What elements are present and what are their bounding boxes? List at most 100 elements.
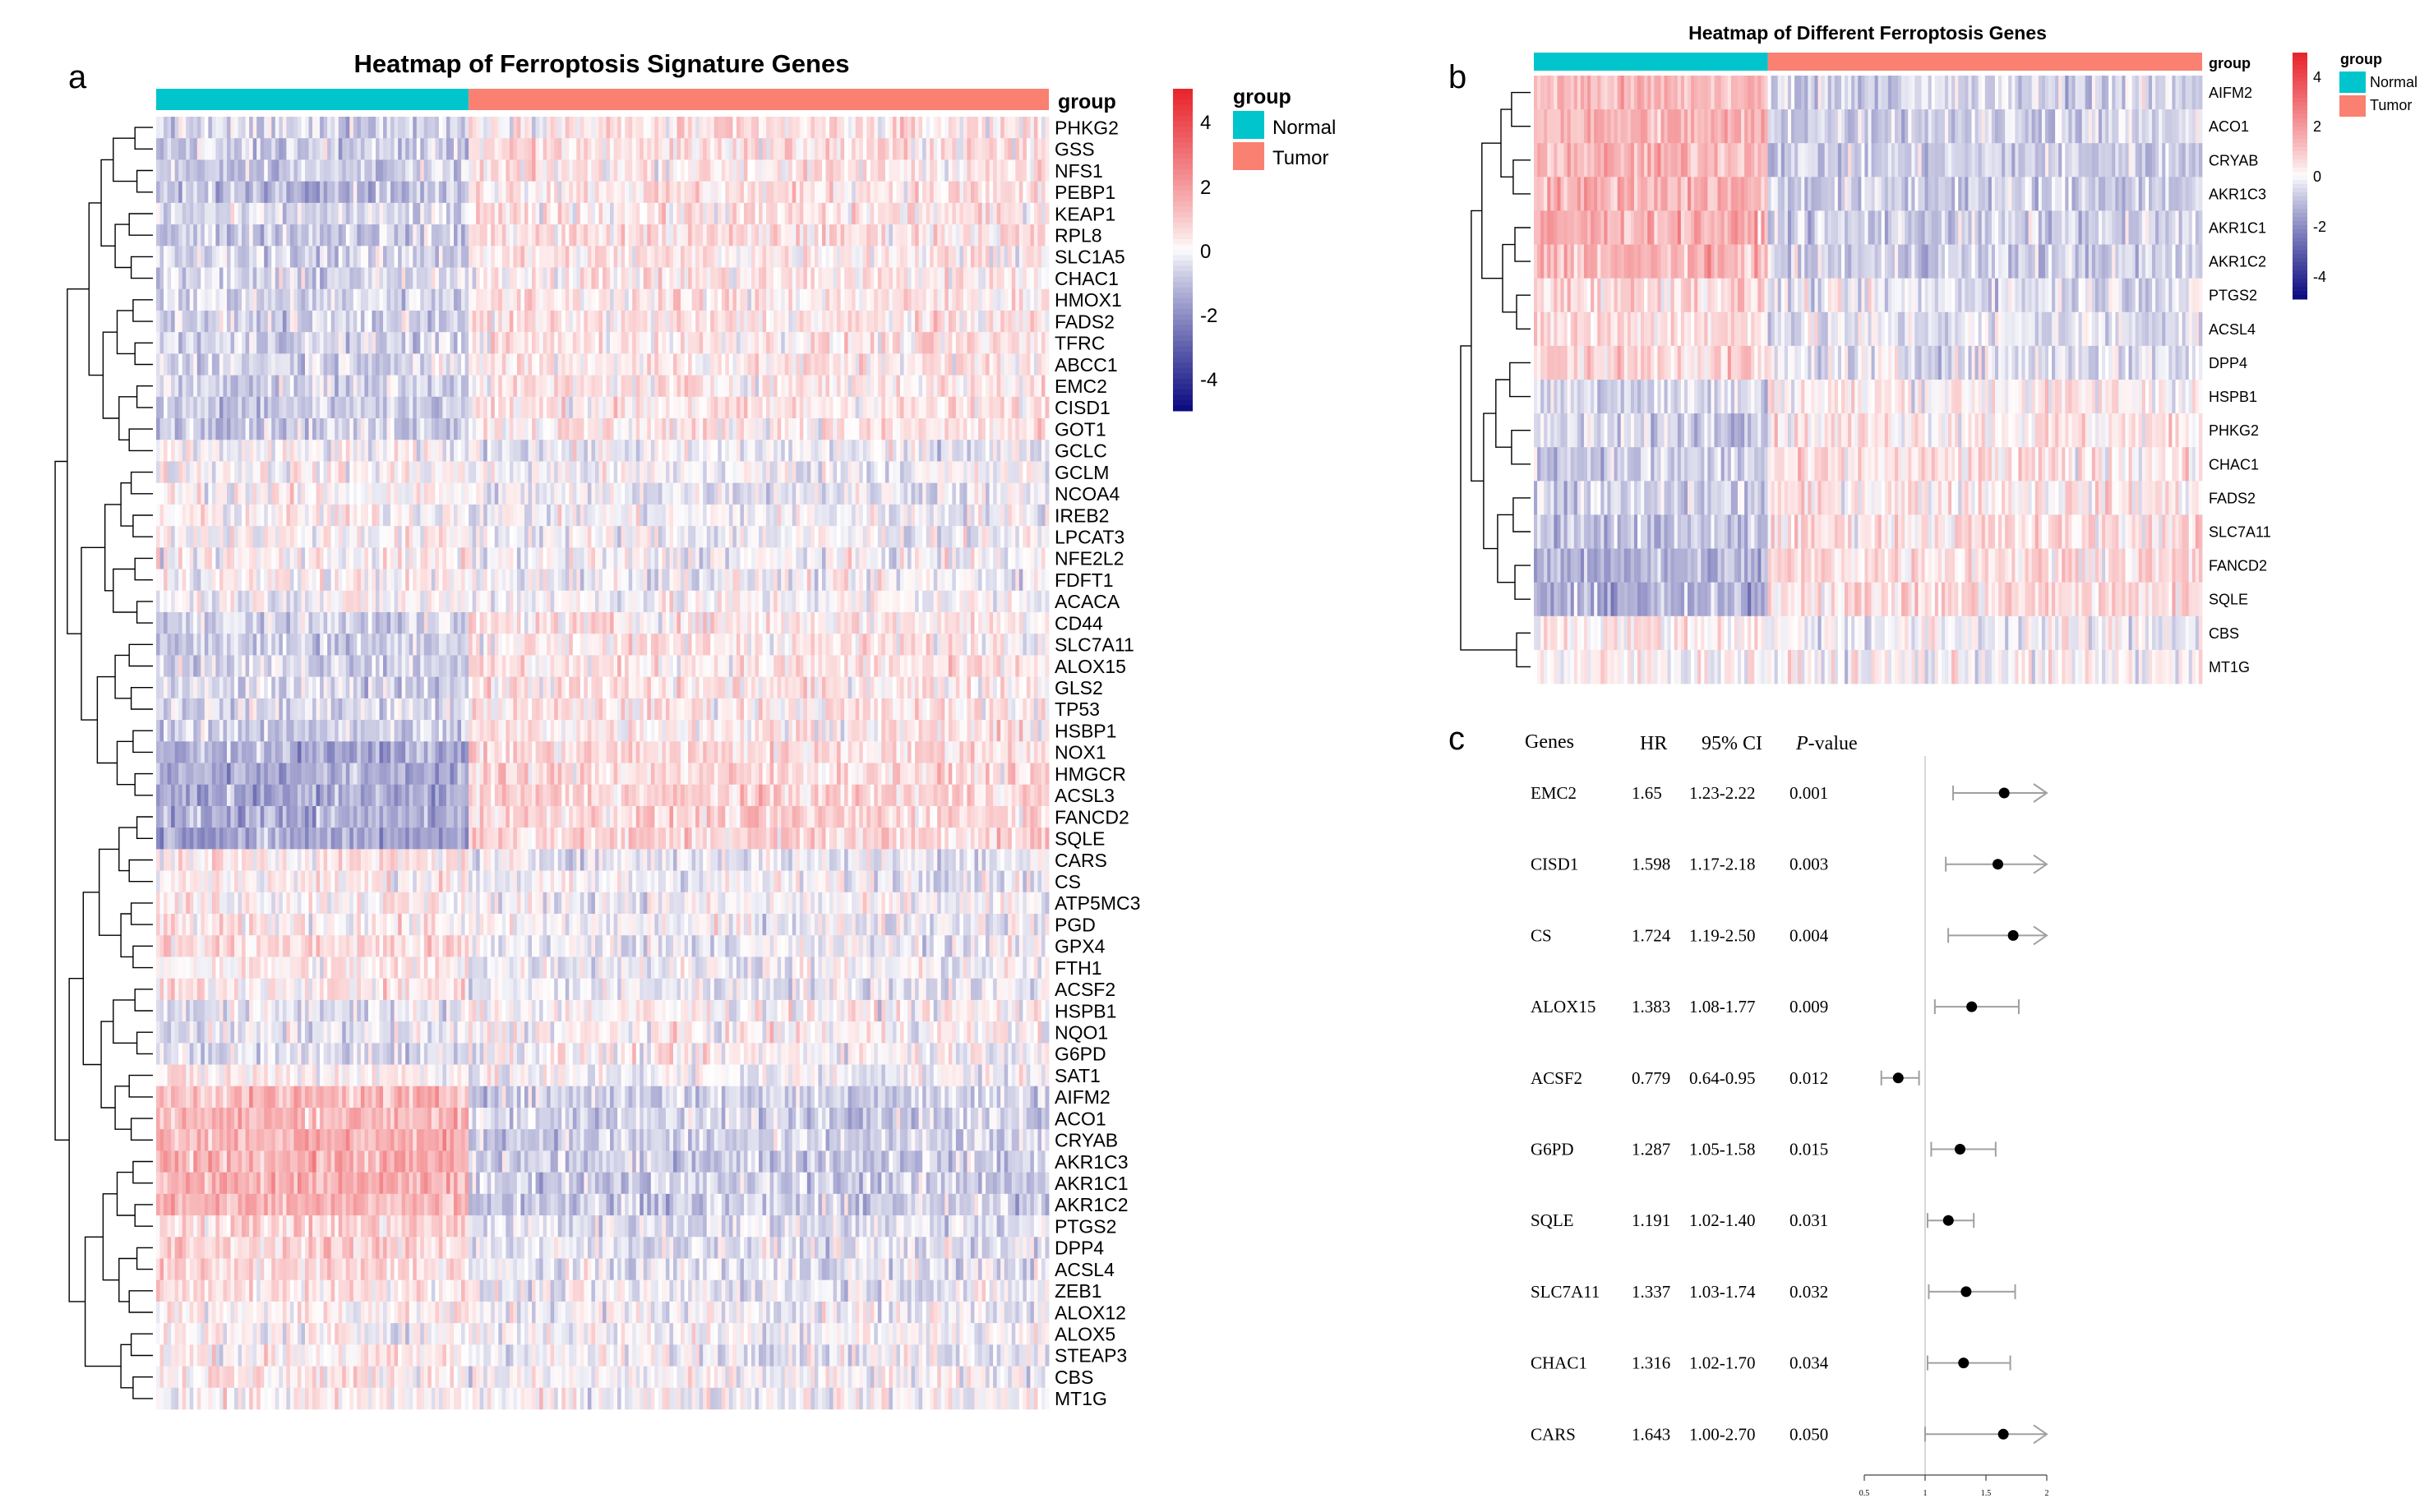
heatmap-cell — [516, 547, 521, 569]
heatmap-cell — [353, 526, 358, 548]
heatmap-cell — [970, 224, 975, 247]
heatmap-cell — [323, 310, 328, 333]
heatmap-cell — [691, 526, 696, 548]
heatmap-cell — [955, 117, 960, 139]
heatmap-cell — [461, 375, 465, 398]
heatmap-cell — [718, 138, 723, 160]
heatmap-cell — [933, 418, 938, 440]
heatmap-cell — [640, 159, 644, 182]
heatmap-cell — [1011, 224, 1016, 247]
heatmap-cell — [1011, 310, 1016, 333]
heatmap-cell — [506, 418, 510, 440]
heatmap-cell — [189, 396, 194, 419]
heatmap-cell — [1026, 224, 1031, 247]
heatmap-cell — [196, 138, 201, 160]
heatmap-cell — [576, 310, 581, 333]
heatmap-cell — [342, 310, 347, 333]
heatmap-cell — [405, 504, 410, 527]
heatmap-cell — [721, 224, 726, 247]
heatmap-cell — [267, 202, 272, 225]
heatmap-cell — [721, 332, 726, 354]
heatmap-cell — [509, 504, 514, 527]
heatmap-cell — [178, 547, 183, 569]
heatmap-cell — [978, 288, 982, 311]
heatmap-cell — [234, 547, 238, 569]
heatmap-cell — [594, 504, 599, 527]
heatmap-cell — [728, 332, 733, 354]
heatmap-cell — [494, 202, 499, 225]
heatmap-cell — [186, 353, 191, 376]
heatmap-cell — [721, 202, 726, 225]
heatmap-cell — [628, 440, 633, 462]
heatmap-cell — [420, 181, 425, 204]
heatmap-cell — [252, 159, 257, 182]
heatmap-cell — [357, 375, 362, 398]
heatmap-cell — [245, 375, 250, 398]
heatmap-cell — [613, 332, 618, 354]
heatmap-cell — [703, 375, 708, 398]
heatmap-cell — [844, 246, 849, 268]
gene-label: IREB2 — [1055, 505, 1109, 526]
heatmap-cell — [691, 375, 696, 398]
heatmap-cell — [681, 504, 685, 527]
heatmap-cell — [483, 181, 488, 204]
heatmap-cell — [364, 246, 369, 268]
heatmap-cell — [308, 332, 313, 354]
heatmap-cell — [561, 310, 566, 333]
heatmap-cell — [877, 440, 882, 462]
heatmap-cell — [256, 547, 261, 569]
heatmap-cell — [342, 332, 347, 354]
heatmap-cell — [874, 310, 879, 333]
heatmap-cell — [650, 224, 655, 247]
heatmap-cell — [665, 375, 670, 398]
heatmap-cell — [338, 138, 343, 160]
heatmap-cell — [837, 482, 842, 505]
heatmap-cell — [383, 461, 387, 483]
heatmap-cell — [264, 288, 269, 311]
heatmap-cell — [677, 375, 681, 398]
heatmap-cell — [401, 224, 406, 247]
heatmap-cell — [286, 310, 291, 333]
heatmap-cell — [487, 310, 492, 333]
heatmap-cell — [335, 288, 339, 311]
heatmap-cell — [903, 332, 908, 354]
heatmap-cell — [379, 224, 384, 247]
heatmap-cell — [223, 159, 228, 182]
heatmap-cell — [937, 418, 942, 440]
heatmap-cell — [688, 246, 693, 268]
heatmap-cell — [859, 396, 864, 419]
heatmap-cell — [684, 332, 689, 354]
heatmap-cell — [242, 138, 246, 160]
heatmap-cell — [535, 353, 540, 376]
heatmap-cell — [171, 504, 176, 527]
heatmap-cell — [431, 353, 436, 376]
heatmap-cell — [431, 440, 436, 462]
heatmap-cell — [271, 202, 276, 225]
heatmap-cell — [156, 117, 160, 139]
heatmap-cell — [996, 353, 1001, 376]
heatmap-cell — [933, 375, 938, 398]
heatmap-cell — [483, 310, 488, 333]
heatmap-cell — [264, 267, 269, 290]
heatmap-cell — [364, 267, 369, 290]
heatmap-cell — [986, 526, 991, 548]
heatmap-cell — [625, 482, 630, 505]
heatmap-cell — [275, 396, 279, 419]
heatmap-cell — [557, 159, 562, 182]
heatmap-cell — [677, 332, 681, 354]
heatmap-cell — [498, 418, 503, 440]
heatmap-cell — [289, 482, 294, 505]
heatmap-cell — [654, 224, 659, 247]
heatmap-cell — [1004, 482, 1009, 505]
heatmap-cell — [594, 440, 599, 462]
heatmap-cell — [479, 461, 484, 483]
heatmap-cell — [955, 310, 960, 333]
heatmap-cell — [930, 332, 935, 354]
heatmap-cell — [211, 353, 216, 376]
heatmap-cell — [171, 440, 176, 462]
heatmap-cell — [234, 504, 238, 527]
heatmap-cell — [591, 526, 596, 548]
heatmap-cell — [989, 288, 994, 311]
heatmap-cell — [543, 418, 547, 440]
heatmap-cell — [1041, 138, 1046, 160]
